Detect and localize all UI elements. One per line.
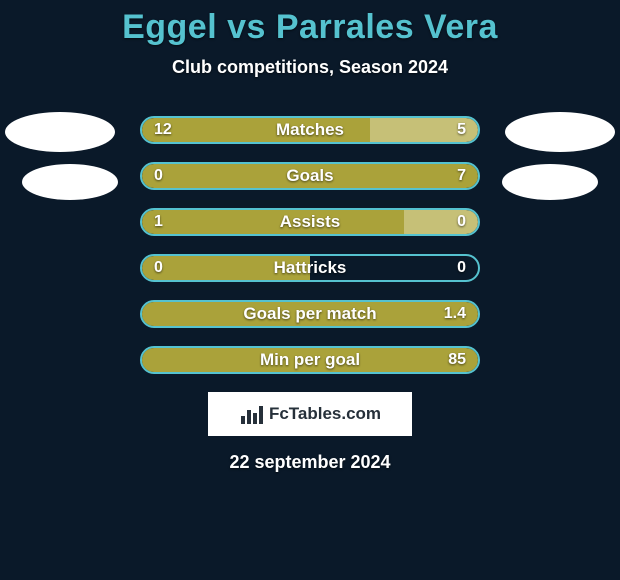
date-label: 22 september 2024	[0, 452, 620, 473]
stat-value-right: 1.4	[444, 302, 466, 326]
player-photo-left-1	[5, 112, 115, 152]
stat-value-right: 5	[457, 118, 466, 142]
player-photo-right-2	[502, 164, 598, 200]
source-logo-text: FcTables.com	[269, 404, 381, 424]
stat-row: Hattricks0 0	[140, 254, 480, 282]
barchart-icon	[239, 402, 263, 426]
stat-value-right: 0	[457, 256, 466, 280]
stat-label: Assists	[142, 210, 478, 234]
stat-rows: Matches125Goals07Assists10Hattricks00Goa…	[140, 116, 480, 374]
stat-row: Matches12 5	[140, 116, 480, 144]
stat-label: Goals per match	[142, 302, 478, 326]
stat-label: Matches	[142, 118, 478, 142]
stat-label: Goals	[142, 164, 478, 188]
player-photo-left-2	[22, 164, 118, 200]
stat-value-right: 7	[457, 164, 466, 188]
stat-value-left: 12	[154, 118, 172, 142]
stat-row: Goals per match1.4	[140, 300, 480, 328]
source-logo: FcTables.com	[208, 392, 412, 436]
stat-label: Min per goal	[142, 348, 478, 372]
page-title: Eggel vs Parrales Vera	[0, 8, 620, 47]
stat-row: Min per goal85	[140, 346, 480, 374]
stat-value-left: 0	[154, 164, 163, 188]
player-photo-right-1	[505, 112, 615, 152]
stat-label: Hattricks	[142, 256, 478, 280]
stat-row: Assists1 0	[140, 208, 480, 236]
stat-value-left: 1	[154, 210, 163, 234]
subtitle: Club competitions, Season 2024	[0, 57, 620, 78]
stat-value-right: 85	[448, 348, 466, 372]
stat-value-left: 0	[154, 256, 163, 280]
chart-area: Matches125Goals07Assists10Hattricks00Goa…	[0, 116, 620, 374]
stat-row: Goals0 7	[140, 162, 480, 190]
infographic-root: Eggel vs Parrales Vera Club competitions…	[0, 0, 620, 580]
stat-value-right: 0	[457, 210, 466, 234]
